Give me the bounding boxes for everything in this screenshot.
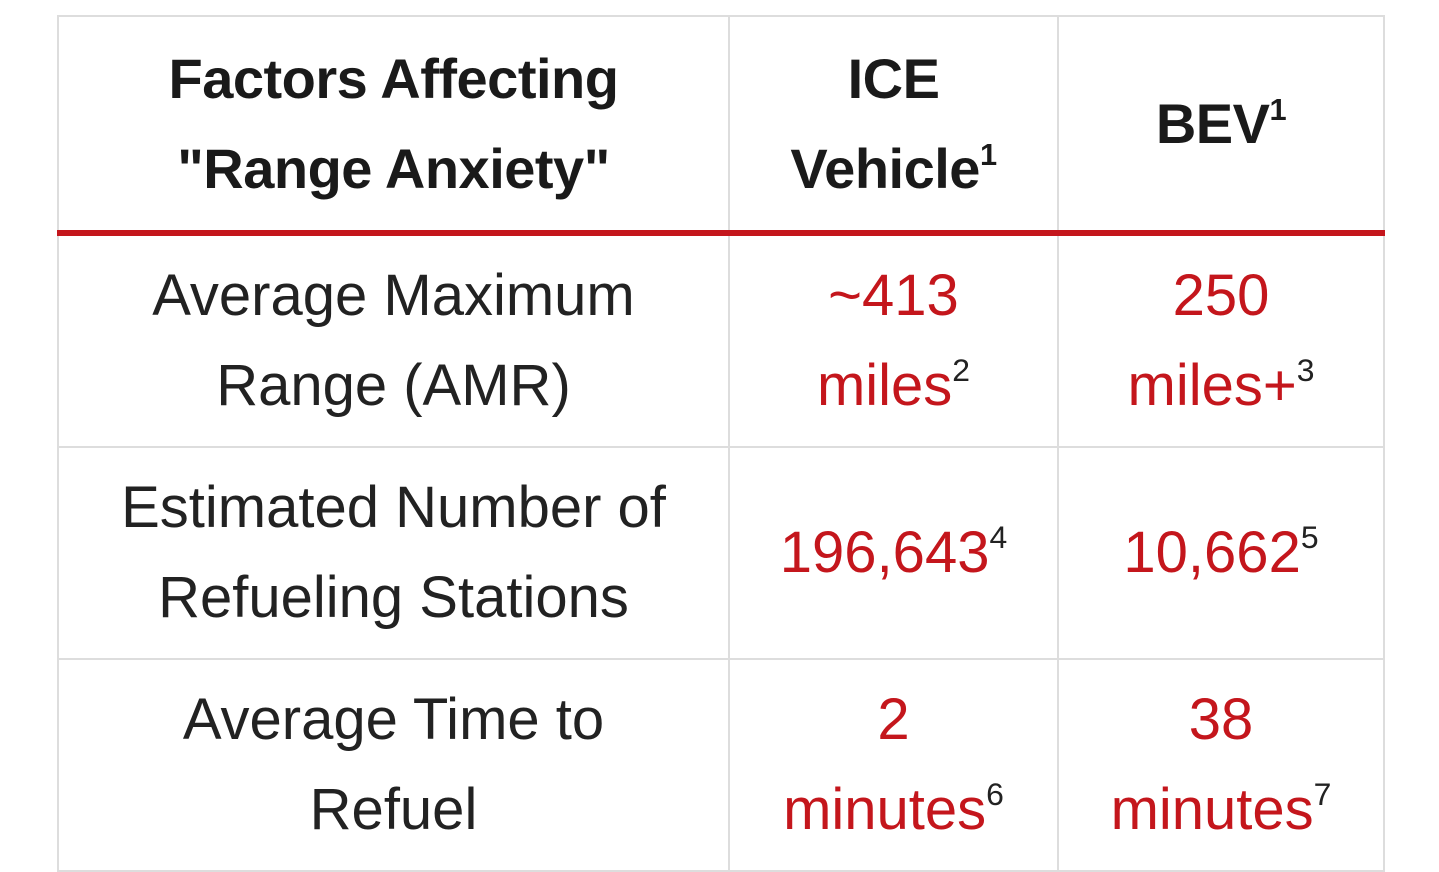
table-row: Estimated Number of Refueling Stations 19… xyxy=(57,446,1385,660)
cell-text: ~413 miles xyxy=(816,263,959,418)
header-cell: BEV1 xyxy=(1057,15,1385,236)
cell-text: 250 miles+ xyxy=(1127,263,1297,418)
value-cell: 10,6625 xyxy=(1057,446,1385,660)
cell-text: Factors Affecting "Range Anxiety" xyxy=(168,46,619,200)
cell-text: 10,662 xyxy=(1123,520,1301,585)
value-cell: 250 miles+3 xyxy=(1057,232,1385,448)
row-label: Average Time to Refuel xyxy=(57,658,730,872)
cell-text: BEV xyxy=(1155,91,1270,155)
cell-text: ICE Vehicle xyxy=(790,46,980,200)
cell-text: Average Maximum Range (AMR) xyxy=(152,263,635,418)
footnote-ref: 5 xyxy=(1300,519,1319,556)
table-body: Average Maximum Range (AMR) ~413 miles2 25… xyxy=(57,232,1385,872)
header-row: Factors Affecting "Range Anxiety" ICE Veh… xyxy=(57,15,1385,236)
footnote-ref: 2 xyxy=(952,352,971,389)
footnote-ref: 1 xyxy=(1269,91,1287,127)
value-cell: ~413 miles2 xyxy=(728,232,1059,448)
cell-text: Estimated Number of Refueling Stations xyxy=(121,475,666,630)
header-cell: Factors Affecting "Range Anxiety" xyxy=(57,15,730,236)
footnote-ref: 1 xyxy=(979,136,997,172)
cell-text: 196,643 xyxy=(779,520,990,585)
footnote-ref: 7 xyxy=(1313,776,1332,813)
value-cell: 2 minutes6 xyxy=(728,658,1059,872)
table-row: Average Time to Refuel 2 minutes6 38 minut… xyxy=(57,658,1385,872)
footnote-ref: 4 xyxy=(989,519,1008,556)
value-cell: 196,6434 xyxy=(728,446,1059,660)
row-label: Average Maximum Range (AMR) xyxy=(57,232,730,448)
header-cell: ICE Vehicle1 xyxy=(728,15,1059,236)
value-cell: 38 minutes7 xyxy=(1057,658,1385,872)
cell-text: 2 minutes xyxy=(783,687,987,842)
table-row: Average Maximum Range (AMR) ~413 miles2 25… xyxy=(57,232,1385,448)
footnote-ref: 3 xyxy=(1296,352,1315,389)
cell-text: 38 minutes xyxy=(1110,687,1314,842)
comparison-table: Factors Affecting "Range Anxiety" ICE Veh… xyxy=(57,15,1385,872)
footnote-ref: 6 xyxy=(986,776,1004,813)
row-label: Estimated Number of Refueling Stations xyxy=(57,446,730,660)
cell-text: Average Time to Refuel xyxy=(182,687,605,842)
